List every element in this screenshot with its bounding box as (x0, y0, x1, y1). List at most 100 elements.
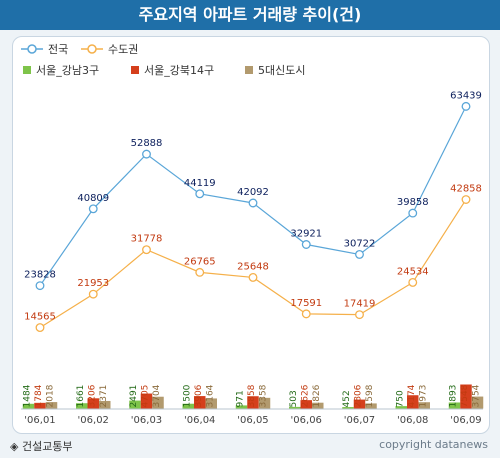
data-label: 24534 (397, 266, 429, 277)
bar (140, 393, 153, 409)
legend-marker (27, 44, 37, 54)
x-tick-label: '06,06 (291, 415, 322, 426)
data-point (461, 101, 471, 111)
bar-value-label: 1973 (418, 385, 428, 408)
data-label: 44119 (184, 178, 216, 189)
bar (342, 407, 354, 409)
bar-value-label: 3906 (194, 384, 204, 407)
bar-value-label: 1784 (34, 384, 44, 407)
data-point (195, 189, 205, 199)
data-label: 39858 (397, 197, 429, 208)
x-tick-label: '06,02 (78, 415, 109, 426)
legend-bar-swatch (131, 66, 139, 74)
x-tick-label: '06,04 (184, 415, 215, 426)
data-label: 14565 (24, 312, 56, 323)
x-tick-label: '06,09 (450, 415, 481, 426)
source-note: ◈ 건설교통부 (10, 440, 73, 453)
bar (99, 400, 111, 409)
data-label: 40809 (77, 193, 109, 204)
data-point (461, 195, 471, 204)
bar-value-label: 503 (289, 390, 299, 407)
line-series-layer: 23828 40809 52888 44119 42092 32921 30722 39858… (24, 90, 482, 333)
data-label: 30722 (344, 238, 376, 249)
bar (152, 396, 164, 409)
data-point (301, 309, 311, 319)
legend-label: 전국 (48, 43, 68, 56)
data-point (355, 310, 364, 320)
bar-value-label: 4705 (141, 385, 151, 408)
data-label: 42858 (450, 184, 482, 195)
data-point (301, 240, 311, 249)
legend-bar-swatch (245, 66, 253, 74)
chart-panel: 전국 수도권 서울_강남3구 서울_강북14구 5대신도시 23828 40809 5288… (12, 36, 490, 434)
bar (258, 397, 271, 409)
bar (300, 400, 312, 409)
bar (182, 403, 194, 409)
data-label: 42092 (237, 187, 269, 198)
bar-value-label: 1500 (182, 384, 192, 407)
bar-value-label: 2491 (129, 385, 139, 408)
bar-value-label: 1598 (365, 384, 375, 407)
data-label: 25648 (237, 261, 269, 272)
bar-value-label: 750 (395, 390, 405, 407)
bar (418, 402, 430, 409)
bar-value-label: 971 (236, 390, 246, 407)
bar-value-label: 3754 (472, 384, 482, 407)
bar-value-label: 452 (342, 390, 352, 407)
bar (460, 384, 472, 409)
bar (471, 396, 484, 409)
data-point (88, 204, 98, 214)
bar (353, 399, 366, 409)
data-point (248, 198, 258, 208)
data-label: 17419 (344, 299, 376, 310)
bar (76, 403, 88, 409)
x-axis: '06,01 '06,02 '06,03 '06,04 '06,05 '06,06 '06,… (21, 408, 483, 426)
data-label: 26765 (184, 256, 216, 267)
bar-value-label: 3358 (259, 384, 269, 407)
bar-value-label: 2626 (300, 384, 310, 407)
bar-value-label: 4174 (407, 384, 417, 407)
data-label: 63439 (450, 90, 482, 101)
bar-value-label: 7548 (460, 384, 470, 407)
legend-label: 수도권 (108, 43, 138, 56)
bar-value-label: 3858 (247, 384, 257, 407)
bar (289, 406, 301, 409)
data-point (355, 250, 364, 259)
data-point (88, 289, 98, 299)
data-point (248, 272, 258, 282)
bar (407, 395, 419, 409)
bar (395, 406, 407, 409)
chart-title: 주요지역 아파트 거래량 추이(건) (0, 0, 500, 30)
data-label: 23828 (24, 270, 56, 281)
bar-value-label: 2018 (46, 384, 56, 407)
bar-value-label: 3164 (205, 384, 215, 407)
bar (247, 396, 259, 409)
data-point (142, 245, 151, 255)
bar (34, 402, 46, 409)
data-label: 21953 (77, 278, 109, 289)
bar-value-label: 2806 (354, 384, 364, 407)
bar-value-label: 1484 (23, 384, 33, 407)
x-tick-label: '06,03 (131, 415, 162, 426)
data-point (408, 208, 418, 218)
bar (22, 403, 35, 409)
legend-bar-swatch (23, 66, 31, 74)
data-label: 17591 (290, 298, 322, 309)
bar-value-label: 1661 (76, 385, 86, 408)
bar (312, 402, 324, 409)
bar-value-label: 3206 (87, 384, 97, 407)
bar-value-label: 1826 (312, 384, 322, 407)
bar (194, 396, 206, 409)
legend-label: 서울_강북14구 (144, 64, 214, 77)
x-tick-label: '06,01 (24, 415, 55, 426)
bar (87, 398, 99, 409)
bar-series-layer: 1484 1661 2491 1500 971 503 452 750 1893 1784 3206… (22, 384, 484, 409)
bar (45, 402, 58, 409)
bar (205, 398, 217, 409)
data-point (408, 278, 418, 287)
data-label: 52888 (131, 138, 163, 149)
bar (365, 403, 377, 409)
data-point (35, 281, 45, 291)
